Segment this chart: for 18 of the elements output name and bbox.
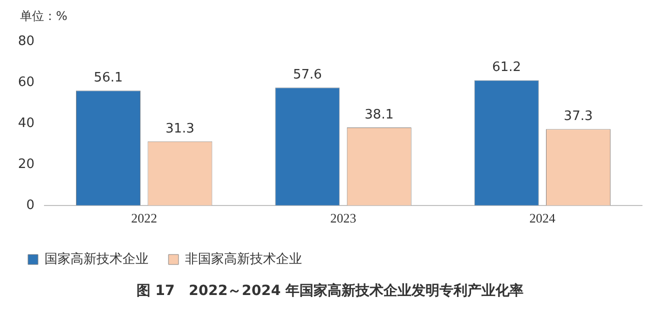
x-tick-label: 2022: [131, 210, 158, 226]
y-tick-label: 20: [18, 156, 35, 172]
text: 图 17 2022～2024 年国家高新技术企业发明专利产业化率: [135, 282, 525, 300]
y-tick-label: 0: [26, 198, 35, 213]
x-tick-label: 2024: [529, 210, 556, 226]
y-tick-label: 80: [18, 34, 35, 50]
legend-label: 非国家高新技术企业: [185, 250, 302, 267]
data-label: 38.1: [364, 107, 394, 122]
x-tick-label: 2023: [330, 210, 356, 226]
data-label: 31.3: [165, 121, 194, 136]
legend-label: 国家高新技术企业: [44, 250, 148, 267]
y-tick-label: 60: [18, 75, 35, 90]
data-label: 57.6: [292, 67, 322, 82]
data-label: 61.2: [492, 60, 522, 76]
data-label: 56.1: [94, 70, 123, 86]
y-tick-label: 40: [18, 116, 35, 131]
y-axis-title: 单位：%: [19, 8, 68, 24]
data-label: 37.3: [564, 108, 593, 124]
